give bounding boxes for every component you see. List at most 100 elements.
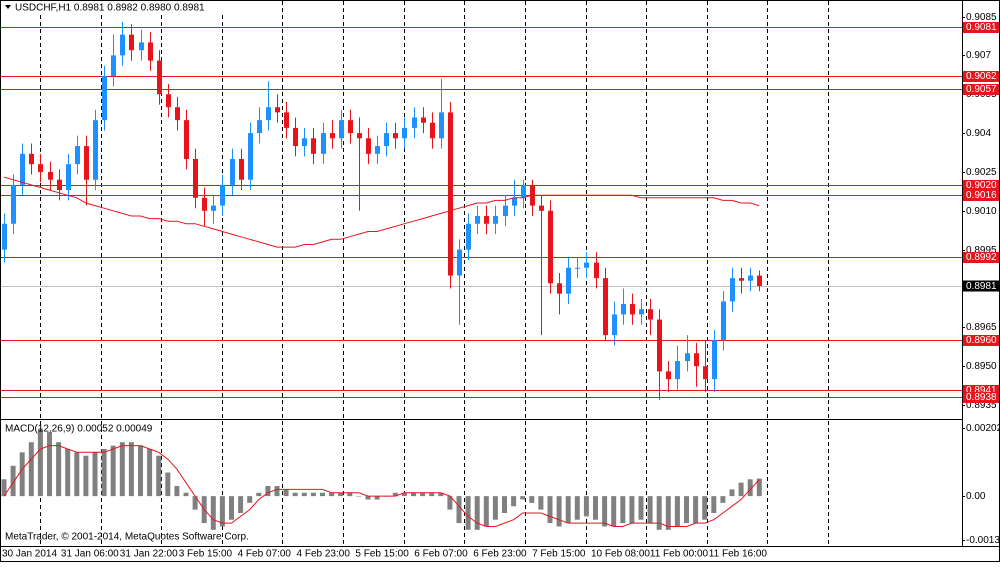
level-label: 0.9016 — [966, 190, 997, 201]
candle-body — [384, 133, 389, 147]
candle-body — [630, 304, 635, 315]
macd-bar — [611, 496, 617, 527]
macd-bar — [229, 496, 234, 520]
y-tick-label: 0.9010 — [966, 206, 997, 217]
x-tick-label: 4 Feb 07:00 — [238, 549, 292, 560]
x-tick-label: 11 Feb 00:00 — [650, 549, 709, 560]
macd-bar — [620, 496, 626, 524]
macd-bar — [574, 496, 580, 520]
candle-body — [275, 107, 280, 113]
macd-bar — [656, 496, 662, 530]
macd-bar — [310, 492, 316, 497]
macd-bar — [747, 479, 753, 497]
candle-body — [284, 112, 289, 128]
macd-bar — [420, 492, 426, 497]
candle-body — [512, 197, 517, 206]
candle-body — [311, 138, 316, 154]
level-label: 0.8992 — [966, 252, 997, 263]
x-tick-label: 31 Jan 06:00 — [61, 549, 119, 560]
candle-body — [621, 304, 626, 315]
macd-tick-label: 0.00202 — [966, 423, 1000, 434]
candle-body — [330, 133, 335, 139]
macd-bar — [720, 496, 726, 503]
macd-bar — [219, 496, 225, 527]
candle-body — [102, 76, 107, 121]
macd-bar — [110, 445, 116, 497]
candle-body — [38, 164, 43, 172]
candle-body — [703, 366, 708, 380]
macd-bar — [147, 448, 153, 497]
macd-bar — [401, 492, 407, 497]
candle-body — [584, 262, 589, 268]
candle-body — [712, 340, 717, 380]
candle-body — [484, 215, 489, 224]
macd-bar — [1, 479, 7, 497]
macd-bar — [702, 496, 708, 520]
macd-bar — [711, 496, 717, 513]
candle-body — [721, 301, 726, 341]
macd-bar — [365, 496, 371, 500]
macd-bar — [447, 496, 453, 510]
macd-bar — [411, 492, 416, 497]
candle-body — [266, 107, 271, 121]
macd-bar — [738, 482, 744, 497]
candle-body — [357, 133, 362, 139]
candle-body — [694, 353, 699, 367]
macd-bar — [629, 496, 635, 524]
macd-bar — [28, 442, 34, 497]
level-label-bg — [963, 22, 999, 33]
level-label-bg — [963, 71, 999, 82]
candle-body — [402, 127, 407, 139]
candle-body — [603, 278, 608, 336]
level-label-bg — [963, 392, 999, 403]
y-tick-label: 0.8950 — [966, 361, 997, 372]
candle-body — [475, 215, 480, 224]
candle-body — [348, 120, 353, 134]
macd-bar — [10, 465, 16, 497]
macd-bar — [756, 478, 762, 497]
x-tick-label: 10 Feb 08:00 — [591, 549, 650, 560]
candle-body — [575, 267, 580, 269]
header-bg — [1, 1, 251, 15]
macd-tick-label: 0.00 — [966, 491, 986, 502]
candle-body — [639, 309, 644, 315]
level-label: 0.8960 — [966, 335, 997, 346]
macd-bar — [674, 496, 680, 527]
candle-body — [293, 127, 298, 147]
candle-body — [503, 205, 508, 216]
level-label: 0.8938 — [966, 392, 997, 403]
candle-body — [430, 122, 435, 139]
macd-bar — [347, 492, 353, 497]
last-price-label: 0.8981 — [966, 281, 997, 292]
candle-body — [120, 34, 125, 56]
y-tick-label: 0.9085 — [966, 12, 997, 23]
candle-body — [366, 138, 371, 154]
macd-bar — [693, 496, 699, 524]
candle-body — [111, 55, 116, 77]
macd-bar — [210, 496, 216, 530]
x-tick-label: 4 Feb 23:00 — [297, 549, 351, 560]
candle-body — [675, 361, 680, 380]
candle-body — [220, 184, 225, 206]
macd-bar — [438, 492, 444, 497]
candle-body — [412, 117, 417, 128]
macd-tick-label: -0.0013 — [966, 535, 1000, 546]
macd-bar — [37, 428, 43, 497]
x-tick-label: 30 Jan 2014 — [2, 549, 57, 560]
candle-body — [230, 158, 235, 185]
y-tick-label: 0.8965 — [966, 322, 997, 333]
moving-average — [3, 176, 760, 248]
candle-body — [48, 171, 53, 180]
x-tick-label: 11 Feb 16:00 — [709, 549, 768, 560]
level-label-bg — [963, 180, 999, 191]
last-price-bg — [963, 280, 999, 292]
macd-bar — [593, 496, 598, 520]
macd-bar — [483, 496, 489, 527]
level-label-bg — [963, 252, 999, 263]
macd-bar — [429, 492, 435, 497]
x-tick-label: 6 Feb 07:00 — [414, 549, 468, 560]
candle-body — [193, 158, 198, 198]
candle-body — [548, 210, 553, 284]
